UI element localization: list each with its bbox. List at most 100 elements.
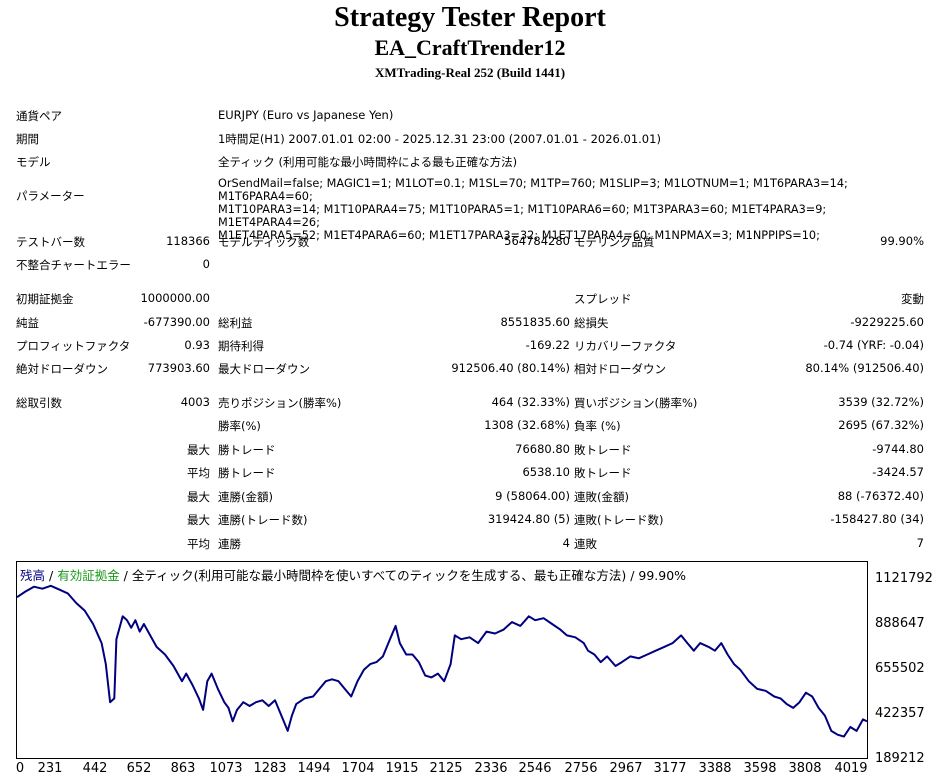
row-consec-money: 最大 連勝(金額) 9 (58064.00) 連敗(金額) 88 (-76372… — [0, 485, 940, 507]
x-tick-label: 0 — [15, 761, 25, 776]
avg-loss-trade-value: -3424.57 — [872, 465, 924, 479]
balance-series-line — [17, 584, 867, 738]
y-tick-label: 655502 — [875, 661, 925, 676]
bars-label: テストバー数 — [16, 235, 85, 249]
lossrate-value: 2695 (67.32%) — [838, 418, 924, 432]
ticks-value: 564784280 — [504, 234, 570, 248]
consec-loss-trades-label: 連敗(トレード数) — [574, 513, 664, 527]
short-value: 464 (32.33%) — [491, 395, 570, 409]
spread-value: 変動 — [901, 292, 924, 306]
mismatch-label: 不整合チャートエラー — [16, 258, 131, 272]
max-label: 最大 — [187, 513, 210, 527]
model-value: 全ティック (利用可能な最小時間枠による最も正確な方法) — [218, 155, 518, 169]
win-trade-label: 勝トレード — [218, 466, 276, 480]
avg-label: 平均 — [187, 537, 210, 551]
period-label: 期間 — [16, 132, 39, 146]
ticks-label: モデルティック数 — [218, 235, 310, 249]
gross-profit-label: 総利益 — [218, 316, 253, 330]
row-avg-consec: 平均 連勝 4 連敗 7 — [0, 532, 940, 554]
avg-consec-loss-label: 連敗 — [574, 537, 597, 551]
expert-name: EA_CraftTrender12 — [374, 35, 566, 60]
y-tick-label: 422357 — [875, 706, 925, 721]
x-tick-label: 4019 — [834, 761, 868, 776]
row-bars: テストバー数 118366 モデルティック数 564784280 モデリング品質… — [0, 230, 940, 252]
winrate-label: 勝率(%) — [218, 419, 261, 433]
params-line: OrSendMail=false; MAGIC1=1; M1LOT=0.1; M… — [218, 177, 848, 203]
row-max-trade: 最大 勝トレード 76680.80 敗トレード -9744.80 — [0, 438, 940, 460]
x-tick-label: 2967 — [609, 761, 643, 776]
short-label: 売りポジション(勝率%) — [218, 396, 342, 410]
row-consec-trades: 最大 連勝(トレード数) 319424.80 (5) 連敗(トレード数) -15… — [0, 508, 940, 530]
balance-chart-svg — [17, 584, 867, 738]
gross-loss-value: -9229225.60 — [850, 315, 924, 329]
report-title: Strategy Tester Report — [334, 2, 606, 33]
deposit-value: 1000000.00 — [140, 291, 210, 305]
gross-loss-label: 総損失 — [574, 316, 609, 330]
row-symbol: 通貨ペア EURJPY (Euro vs Japanese Yen) — [0, 104, 940, 126]
avg-consec-loss-value: 7 — [916, 536, 924, 550]
net-value: -677390.00 — [143, 315, 210, 329]
row-model: モデル 全ティック (利用可能な最小時間枠による最も正確な方法) — [0, 150, 940, 172]
payoff-label: 期待利得 — [218, 339, 264, 353]
rel-dd-label: 相対ドローダウン — [574, 362, 666, 376]
y-tick-label: 1121792 — [875, 571, 933, 586]
quality-label: モデリング品質 — [574, 235, 655, 249]
symbol-value: EURJPY (Euro vs Japanese Yen) — [218, 108, 394, 122]
mismatch-value: 0 — [202, 257, 210, 271]
params-line: M1ET4PARA5=52; M1ET4PARA6=60; M1ET17PARA… — [218, 229, 820, 242]
consec-win-trades-label: 連勝(トレード数) — [218, 513, 308, 527]
x-tick-label: 442 — [82, 761, 108, 776]
x-tick-label: 231 — [37, 761, 63, 776]
long-value: 3539 (32.72%) — [838, 395, 924, 409]
period-value: 1時間足(H1) 2007.01.01 02:00 - 2025.12.31 2… — [218, 132, 661, 146]
max-dd-label: 最大ドローダウン — [218, 362, 310, 376]
consec-win-money-label: 連勝(金額) — [218, 490, 273, 504]
consec-loss-money-label: 連敗(金額) — [574, 490, 629, 504]
x-tick-label: 1494 — [297, 761, 331, 776]
x-tick-label: 3388 — [698, 761, 732, 776]
abs-dd-label: 絶対ドローダウン — [16, 362, 108, 376]
x-tick-label: 1283 — [253, 761, 287, 776]
x-tick-label: 3808 — [788, 761, 822, 776]
loss-trade-label: 敗トレード — [574, 466, 632, 480]
abs-dd-value: 773903.60 — [147, 361, 210, 375]
x-tick-label: 652 — [126, 761, 152, 776]
max-win-trade-value: 76680.80 — [515, 442, 570, 456]
x-tick-label: 1915 — [385, 761, 419, 776]
x-tick-label: 3598 — [743, 761, 777, 776]
row-pf: プロフィットファクタ 0.93 期待利得 -169.22 リカバリーファクタ -… — [0, 334, 940, 356]
payoff-value: -169.22 — [525, 338, 570, 352]
rel-dd-value: 80.14% (912506.40) — [805, 361, 924, 375]
avg-label: 平均 — [187, 466, 210, 480]
x-tick-label: 2336 — [474, 761, 508, 776]
x-tick-label: 2546 — [518, 761, 552, 776]
legend-separator: / — [45, 568, 58, 583]
legend-equity: 有効証拠金 — [57, 568, 120, 583]
row-drawdown: 絶対ドローダウン 773903.60 最大ドローダウン 912506.40 (8… — [0, 357, 940, 379]
recovery-label: リカバリーファクタ — [574, 339, 677, 353]
chart-legend: 残高 / 有効証拠金 / 全ティック(利用可能な最小時間枠を使いすべてのティック… — [20, 565, 686, 584]
x-tick-label: 2125 — [429, 761, 463, 776]
legend-balance: 残高 — [20, 568, 46, 583]
max-label: 最大 — [187, 490, 210, 504]
symbol-label: 通貨ペア — [16, 109, 62, 123]
consec-win-trades-value: 319424.80 (5) — [487, 512, 570, 526]
row-deposit: 初期証拠金 1000000.00 スプレッド 変動 — [0, 287, 940, 309]
avg-consec-win-value: 4 — [562, 536, 570, 550]
gross-profit-value: 8551835.60 — [500, 315, 570, 329]
consec-loss-trades-value: -158427.80 (34) — [830, 512, 924, 526]
y-tick-label: 189212 — [875, 751, 925, 766]
max-label: 最大 — [187, 443, 210, 457]
row-trades: 総取引数 4003 売りポジション(勝率%) 464 (32.33%) 買いポジ… — [0, 391, 940, 413]
params-label: パラメーター — [16, 189, 85, 203]
bars-value: 118366 — [166, 234, 210, 248]
loss-trade-label: 敗トレード — [574, 443, 632, 457]
spread-label: スプレッド — [574, 292, 632, 306]
params-values: OrSendMail=false; MAGIC1=1; M1LOT=0.1; M… — [218, 177, 930, 242]
deposit-label: 初期証拠金 — [16, 292, 74, 306]
quality-value: 99.90% — [880, 234, 924, 248]
trades-value: 4003 — [180, 395, 210, 409]
x-tick-label: 3177 — [653, 761, 687, 776]
server-build: XMTrading-Real 252 (Build 1441) — [374, 65, 566, 80]
pf-value: 0.93 — [184, 338, 210, 352]
